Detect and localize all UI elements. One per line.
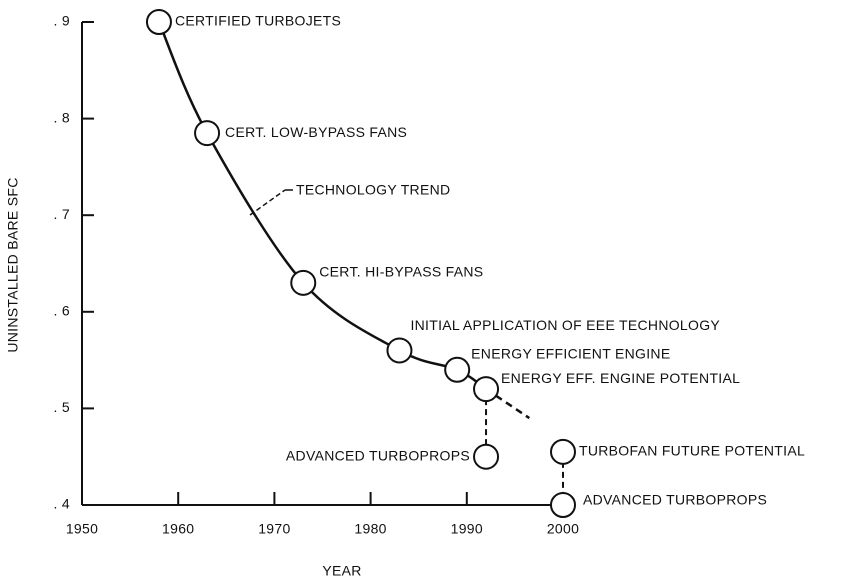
point-label: CERTIFIED TURBOJETS <box>175 13 341 29</box>
point <box>444 356 471 383</box>
x-tick-label: 2000 <box>547 521 579 537</box>
x-tick-label: 1970 <box>258 521 290 537</box>
point-label: TURBOFAN FUTURE POTENTIAL <box>579 443 805 459</box>
point <box>145 9 172 35</box>
point <box>194 120 221 147</box>
trend-line <box>157 21 487 391</box>
x-tick-label: 1980 <box>354 521 386 537</box>
y-tick-label: . 5 <box>54 399 70 415</box>
x-tick-label: 1990 <box>451 521 483 537</box>
point-label: ADVANCED TURBOPROPS <box>583 492 767 508</box>
point-label: ENERGY EFF. ENGINE POTENTIAL <box>501 370 740 386</box>
trend-leader <box>249 189 286 216</box>
y-tick-label: . 4 <box>54 496 70 512</box>
point-label: CERT. HI-BYPASS FANS <box>319 264 483 280</box>
x-tick-label: 1960 <box>162 521 194 537</box>
y-tick-label: . 9 <box>54 13 70 29</box>
trend-label: TECHNOLOGY TREND <box>296 182 450 198</box>
point-label: ENERGY EFFICIENT ENGINE <box>471 345 670 361</box>
point-label: INITIAL APPLICATION OF EEE TECHNOLOGY <box>410 317 720 333</box>
y-axis-label: UNINSTALLED BARE SFC <box>5 177 21 352</box>
y-tick-label: . 6 <box>54 303 70 319</box>
point <box>386 337 413 364</box>
point-label: CERT. LOW-BYPASS FANS <box>225 124 407 140</box>
y-tick-label: . 8 <box>54 109 70 125</box>
point <box>550 492 576 518</box>
x-tick-label: 1950 <box>66 521 98 537</box>
point <box>550 438 576 465</box>
x-axis-label: YEAR <box>322 563 361 579</box>
point <box>473 443 500 470</box>
point <box>290 269 317 296</box>
y-tick-label: . 7 <box>54 206 70 222</box>
point <box>473 376 500 403</box>
point-label: ADVANCED TURBOPROPS <box>286 447 470 463</box>
